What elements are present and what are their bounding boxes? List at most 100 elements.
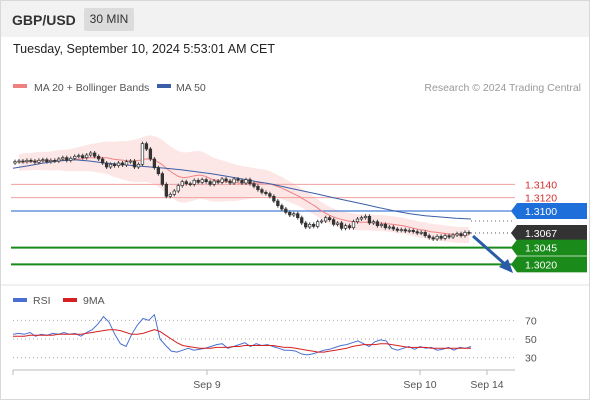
candle-body bbox=[331, 219, 336, 225]
candle-body bbox=[104, 162, 109, 168]
candle-body bbox=[25, 159, 29, 163]
candle-body bbox=[136, 163, 141, 168]
candle-body bbox=[85, 154, 89, 159]
candle-body bbox=[124, 161, 129, 166]
candle-body bbox=[200, 179, 204, 183]
support-label: 1.3045 bbox=[525, 243, 557, 255]
last-price-label: 1.3067 bbox=[525, 228, 557, 240]
candle-body bbox=[371, 221, 376, 224]
bollinger-band bbox=[19, 135, 469, 243]
candle-body bbox=[463, 231, 467, 237]
x-tick-label: Sep 10 bbox=[403, 379, 436, 391]
candle-body bbox=[399, 229, 403, 232]
candle-body bbox=[284, 208, 288, 213]
symbol-title: GBP/USD bbox=[12, 12, 76, 28]
candle-body bbox=[395, 228, 399, 231]
candle-body bbox=[447, 235, 451, 238]
candle-body bbox=[29, 159, 33, 162]
candle-body bbox=[323, 217, 328, 222]
candle-body bbox=[431, 237, 435, 240]
candle-body bbox=[403, 229, 407, 232]
candle-body bbox=[415, 231, 419, 234]
candle-body bbox=[272, 195, 276, 202]
rsi-tick-label: 30 bbox=[525, 353, 537, 365]
candle-body bbox=[92, 152, 97, 157]
candle-body bbox=[256, 185, 260, 191]
pivot-label-tip bbox=[511, 203, 517, 219]
candle-body bbox=[81, 155, 85, 159]
candle-body bbox=[37, 159, 41, 163]
timeframe-button[interactable]: 30 MIN bbox=[84, 8, 134, 31]
candle-body bbox=[443, 235, 447, 239]
candle-body bbox=[228, 180, 232, 184]
candle-body bbox=[180, 181, 184, 187]
candle-body bbox=[387, 226, 392, 229]
candle-body bbox=[49, 159, 53, 163]
candle-body bbox=[172, 190, 176, 195]
candle-body bbox=[343, 225, 348, 229]
candle-body bbox=[168, 193, 172, 197]
candle-body bbox=[248, 179, 252, 185]
support-label-tip bbox=[511, 239, 517, 256]
candle-body bbox=[41, 159, 45, 162]
candle-body bbox=[212, 180, 216, 185]
candle-body bbox=[45, 159, 49, 163]
candle-body bbox=[347, 225, 352, 229]
candle-body bbox=[112, 163, 117, 167]
candle-body bbox=[73, 155, 77, 159]
x-tick-label: Sep 14 bbox=[470, 379, 503, 391]
candle-body bbox=[327, 217, 332, 221]
candle-body bbox=[316, 221, 320, 227]
rsi-tick-label: 50 bbox=[525, 334, 537, 346]
rsi-tick-label: 70 bbox=[525, 315, 537, 327]
candle-body bbox=[240, 179, 244, 184]
resistance-label: 1.3120 bbox=[525, 193, 557, 205]
candle-body bbox=[423, 231, 427, 237]
last-price-tip bbox=[511, 225, 517, 241]
candle-body bbox=[120, 162, 125, 166]
candle-body bbox=[268, 193, 272, 197]
legend-swatch-rsi bbox=[13, 298, 27, 302]
support-label-box bbox=[517, 256, 587, 273]
candle-body bbox=[156, 167, 161, 175]
candle-body bbox=[459, 233, 463, 237]
candle-body bbox=[208, 181, 212, 185]
candle-body bbox=[77, 155, 81, 158]
candle-body bbox=[319, 220, 324, 223]
candle-body bbox=[152, 158, 157, 169]
candle-body bbox=[312, 223, 316, 227]
candle-body bbox=[244, 179, 248, 184]
resistance-label: 1.3140 bbox=[525, 179, 557, 191]
candle-body bbox=[132, 160, 137, 168]
legend-swatch-ma50 bbox=[157, 84, 171, 88]
candle-body bbox=[335, 222, 340, 225]
candle-body bbox=[296, 213, 300, 219]
candle-body bbox=[53, 159, 57, 162]
ma20-line bbox=[18, 157, 469, 236]
candle-body bbox=[411, 229, 415, 233]
candle-body bbox=[128, 160, 133, 163]
candle-body bbox=[65, 157, 69, 161]
legend-label-ma20: MA 20 + Bollinger Bands bbox=[34, 82, 149, 94]
pivot-label: 1.3100 bbox=[525, 206, 557, 218]
credit-text: Research © 2024 Trading Central bbox=[424, 82, 581, 94]
support-label-tip bbox=[511, 256, 517, 273]
candle-body bbox=[17, 160, 21, 163]
candle-body bbox=[451, 234, 455, 238]
candle-body bbox=[391, 226, 395, 230]
candle-body bbox=[467, 231, 471, 234]
candle-body bbox=[220, 178, 224, 183]
candle-body bbox=[300, 217, 304, 224]
legend-label-rsi: RSI bbox=[33, 295, 51, 307]
candle-body bbox=[224, 178, 228, 182]
candle-body bbox=[236, 178, 240, 181]
projection-arrow bbox=[472, 234, 508, 268]
candle-body bbox=[276, 200, 280, 207]
candle-body bbox=[232, 178, 236, 184]
candle-body bbox=[407, 229, 411, 232]
candle-body bbox=[351, 221, 356, 229]
support-label: 1.3020 bbox=[525, 259, 557, 271]
candle-body bbox=[184, 181, 188, 185]
legend-label-9ma: 9MA bbox=[83, 295, 105, 307]
